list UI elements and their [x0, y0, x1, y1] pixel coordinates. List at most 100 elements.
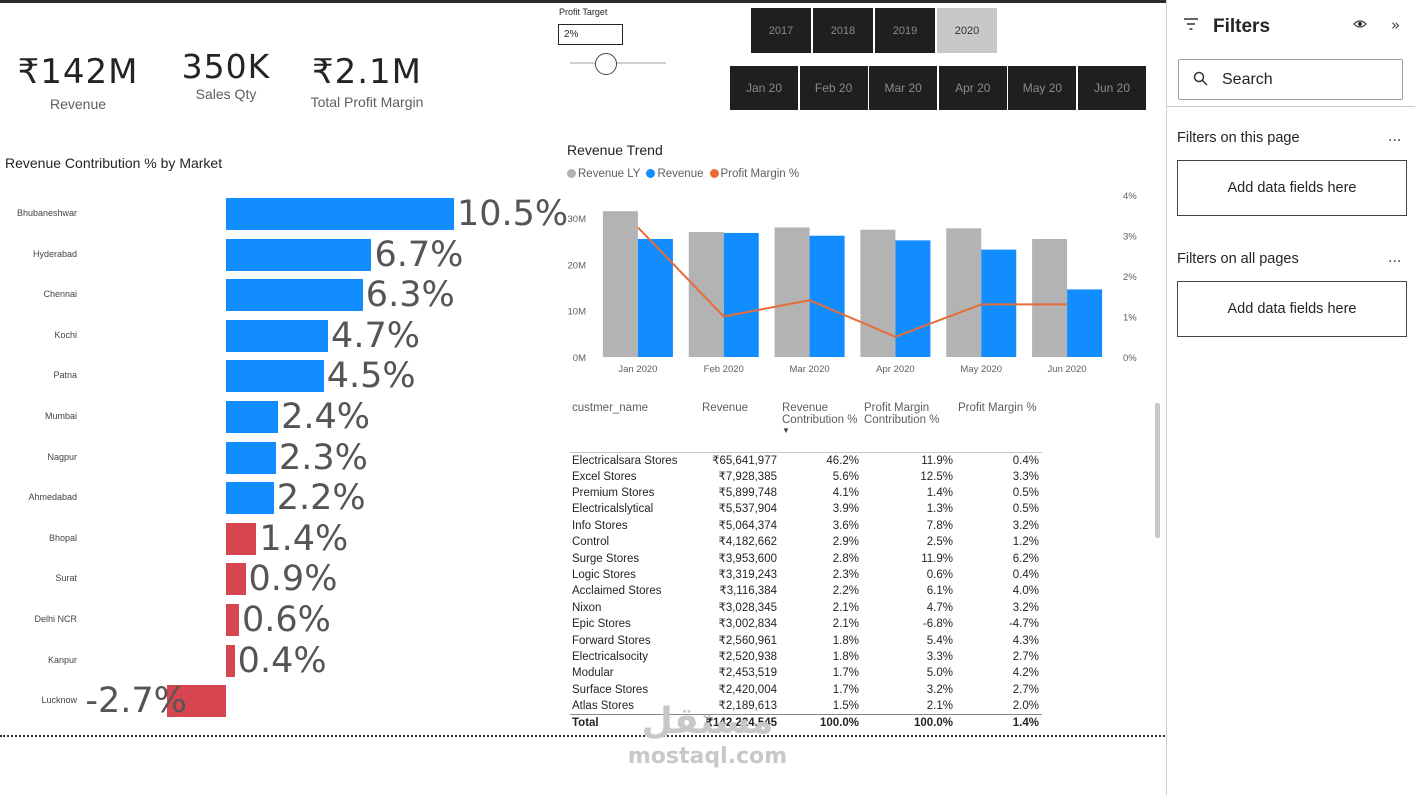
revenue-bar[interactable]: [723, 232, 759, 357]
table-row[interactable]: Excel Stores ₹7,928,385 5.6% 12.5% 3.3%: [570, 469, 1042, 485]
table-cell: 4.7%: [926, 601, 953, 614]
col-header-profit-margin[interactable]: Profit Margin %: [958, 402, 1037, 414]
x-tick-label: Jan 2020: [618, 364, 657, 375]
revenue-ly-bar[interactable]: [774, 227, 810, 357]
kpi-revenue-label: Revenue: [49, 96, 107, 112]
filters-search-input[interactable]: Search: [1178, 59, 1403, 100]
this-page-drop-zone[interactable]: Add data fields here: [1177, 160, 1407, 216]
table-row[interactable]: Electricalslytical ₹5,537,904 3.9% 1.3% 0.5%: [570, 501, 1042, 517]
table-row[interactable]: Logic Stores ₹3,319,243 2.3% 0.6% 0.4%: [570, 567, 1042, 583]
table-row[interactable]: Surface Stores ₹2,420,004 1.7% 3.2% 2.7%: [570, 682, 1042, 698]
kpi-revenue-card[interactable]: ₹142M Revenue: [14, 52, 142, 112]
table-row[interactable]: Modular ₹2,453,519 1.7% 5.0% 4.2%: [570, 665, 1042, 681]
table-row[interactable]: Acclaimed Stores ₹3,116,384 2.2% 6.1% 4.0%: [570, 583, 1042, 599]
table-row[interactable]: Forward Stores ₹2,560,961 1.8% 5.4% 4.3%: [570, 632, 1042, 648]
table-row[interactable]: Surge Stores ₹3,953,600 2.8% 11.9% 6.2%: [570, 550, 1042, 566]
market-bar[interactable]: [226, 319, 329, 352]
market-bar[interactable]: [226, 644, 235, 677]
market-bar[interactable]: [226, 279, 363, 312]
kpi-sales-qty-card[interactable]: 350K Sales Qty: [170, 47, 282, 102]
revenue-bar[interactable]: [895, 240, 931, 357]
market-bar[interactable]: [226, 441, 276, 474]
filter-icon: [1183, 17, 1199, 35]
collapse-pane-icon[interactable]: »: [1391, 16, 1401, 34]
market-bar[interactable]: [167, 685, 226, 718]
revenue-ly-bar[interactable]: [602, 211, 638, 357]
revenue-bar[interactable]: [637, 238, 673, 357]
table-cell: 3.6%: [832, 519, 859, 532]
table-cell: -4.7%: [1008, 618, 1039, 631]
table-scrollbar[interactable]: [1155, 403, 1160, 538]
month-tile-5[interactable]: Jun 20: [1078, 66, 1146, 110]
this-page-more-icon[interactable]: ...: [1388, 129, 1402, 145]
pane-separator: [1167, 106, 1415, 107]
col-header-revenue[interactable]: Revenue: [702, 402, 749, 414]
kpi-sales-qty-value: 350K: [181, 47, 271, 86]
revenue-bar[interactable]: [809, 235, 845, 357]
market-bar[interactable]: [226, 360, 324, 393]
table-row[interactable]: Nixon ₹3,028,345 2.1% 4.7% 3.2%: [570, 600, 1042, 616]
market-category-label: Lucknow: [41, 695, 77, 706]
month-tile-0[interactable]: Jan 20: [730, 66, 798, 110]
year-tile-2019[interactable]: 2019: [875, 8, 935, 53]
table-cell: 6.1%: [926, 585, 953, 598]
table-row[interactable]: Control ₹4,182,662 2.9% 2.5% 1.2%: [570, 534, 1042, 550]
all-pages-more-icon[interactable]: ...: [1388, 250, 1402, 266]
profit-target-track[interactable]: [570, 62, 666, 64]
col-header-revenue-contribution[interactable]: Revenue Contribution % ▼: [780, 402, 862, 452]
market-bar[interactable]: [226, 238, 372, 271]
col-header-customer[interactable]: custmer_name: [572, 402, 649, 414]
table-row[interactable]: Epic Stores ₹3,002,834 2.1% -6.8% -4.7%: [570, 616, 1042, 632]
profit-target-input[interactable]: 2%: [558, 24, 623, 45]
market-category-label: Delhi NCR: [34, 614, 77, 624]
table-cell: ₹3,953,600: [718, 552, 777, 565]
market-bar[interactable]: [226, 401, 279, 433]
eye-icon[interactable]: [1353, 18, 1367, 34]
all-pages-drop-zone[interactable]: Add data fields here: [1177, 281, 1407, 337]
revenue-ly-bar[interactable]: [688, 232, 724, 357]
table-row[interactable]: Electricalsocity ₹2,520,938 1.8% 3.3% 2.7%: [570, 649, 1042, 665]
revenue-bar[interactable]: [981, 249, 1017, 357]
table-cell: 3.9%: [832, 503, 859, 516]
revenue-bar[interactable]: [1067, 289, 1103, 357]
y-left-tick-label: 0M: [573, 353, 586, 364]
market-bar[interactable]: [226, 604, 240, 636]
table-cell: 2.1%: [926, 699, 953, 712]
month-tile-4[interactable]: May 20: [1008, 66, 1077, 110]
table-cell: Electricalslytical: [572, 503, 654, 516]
profit-margin-line[interactable]: [637, 226, 1068, 338]
revenue-trend-title: Revenue Trend: [567, 142, 663, 158]
profit-target-thumb[interactable]: [595, 53, 617, 75]
legend-item-profit-margin[interactable]: Profit Margin %: [709, 168, 799, 180]
market-data-label: 6.7%: [374, 234, 464, 275]
revenue-ly-bar[interactable]: [946, 228, 982, 357]
table-row[interactable]: Premium Stores ₹5,899,748 4.1% 1.4% 0.5%: [570, 485, 1042, 501]
month-tile-3[interactable]: Apr 20: [938, 66, 1007, 110]
year-tile-2018[interactable]: 2018: [813, 8, 873, 53]
legend-dot-icon: [567, 169, 576, 178]
revenue-ly-bar[interactable]: [1032, 238, 1068, 357]
table-row[interactable]: Info Stores ₹5,064,374 3.6% 7.8% 3.2%: [570, 518, 1042, 534]
col-header-profit-margin-contribution[interactable]: Profit Margin Contribution %: [864, 402, 940, 426]
market-data-label: 0.6%: [242, 600, 331, 640]
year-tile-2020[interactable]: 2020: [937, 8, 997, 53]
market-bar[interactable]: [226, 198, 454, 230]
table-row[interactable]: Atlas Stores ₹2,189,613 1.5% 2.1% 2.0%: [570, 698, 1042, 715]
y-left-tick-label: 20M: [568, 260, 587, 271]
revenue-ly-bar[interactable]: [860, 229, 896, 357]
y-left-tick-label: 30M: [568, 214, 587, 225]
month-tile-1[interactable]: Feb 20: [799, 66, 868, 110]
market-bar[interactable]: [226, 563, 246, 596]
market-bar[interactable]: [226, 522, 257, 555]
legend-item-revenue-ly[interactable]: Revenue LY: [567, 168, 640, 180]
month-tile-2[interactable]: Mar 20: [869, 66, 938, 110]
table-cell: 1.7%: [832, 683, 859, 696]
x-tick-label: Mar 2020: [790, 364, 830, 375]
legend-item-revenue[interactable]: Revenue: [646, 168, 704, 180]
table-row[interactable]: Electricalsara Stores ₹65,641,977 46.2% 11.…: [570, 451, 1042, 469]
market-bar[interactable]: [226, 482, 274, 515]
market-category-label: Kanpur: [47, 654, 77, 665]
kpi-profit-margin-card[interactable]: ₹2.1M Total Profit Margin: [300, 52, 434, 110]
market-data-label: 2.3%: [278, 437, 368, 478]
year-tile-2017[interactable]: 2017: [751, 8, 811, 53]
